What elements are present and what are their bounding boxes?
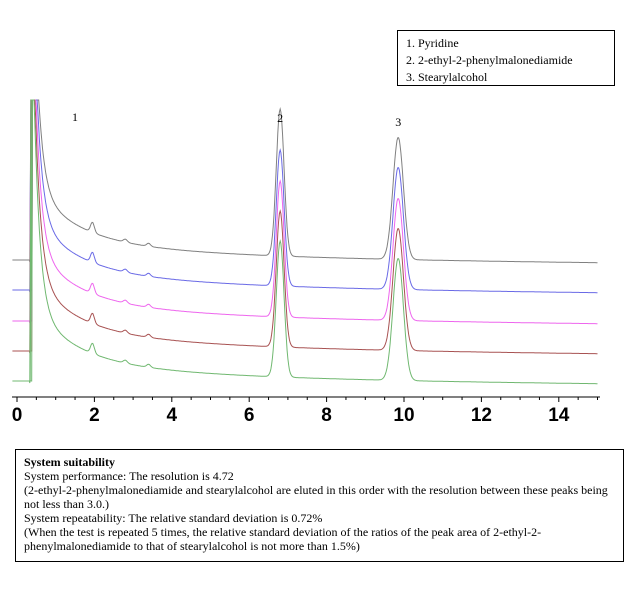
x-tick-label: 4 xyxy=(167,405,178,426)
peak-label: 3 xyxy=(395,115,401,129)
peak-label: 2 xyxy=(277,111,283,125)
x-tick-label: 10 xyxy=(393,405,414,426)
resolution-note: (2-ethyl-2-phenylmalonediamide and stear… xyxy=(24,483,615,511)
chromatogram-series-line xyxy=(12,100,597,384)
peak-labels: 1 2 3 xyxy=(72,110,401,129)
x-tick-label: 12 xyxy=(471,405,492,426)
chart-legend: 1. Pyridine 2. 2-ethyl-2-phenylmalonedia… xyxy=(397,30,615,86)
legend-entry-1: 1. Pyridine xyxy=(406,35,606,52)
chromatogram-series-line xyxy=(12,100,597,354)
system-suitability-title: System suitability xyxy=(24,455,615,469)
peak-label: 1 xyxy=(72,110,78,124)
x-axis-ticks: 0 2 4 6 8 10 12 14 xyxy=(12,397,598,426)
legend-entry-3: 3. Stearylalcohol xyxy=(406,69,606,86)
legend-entry-2: 2. 2-ethyl-2-phenylmalonediamide xyxy=(406,52,606,69)
chromatogram-traces xyxy=(12,100,597,384)
chromatogram-series-line xyxy=(12,100,597,293)
chromatogram-series-line xyxy=(12,100,597,263)
system-performance-text: System performance: The resolution is 4.… xyxy=(24,469,615,483)
chromatogram-series-line xyxy=(12,100,597,324)
system-repeatability-text: System repeatability: The relative stand… xyxy=(24,511,615,525)
x-tick-label: 2 xyxy=(89,405,100,426)
x-tick-label: 8 xyxy=(321,405,332,426)
x-tick-label: 14 xyxy=(548,405,570,426)
repeatability-note: (When the test is repeated 5 times, the … xyxy=(24,525,615,553)
x-tick-label: 0 xyxy=(12,405,23,426)
system-suitability-box: System suitability System performance: T… xyxy=(15,449,624,562)
x-tick-label: 6 xyxy=(244,405,255,426)
